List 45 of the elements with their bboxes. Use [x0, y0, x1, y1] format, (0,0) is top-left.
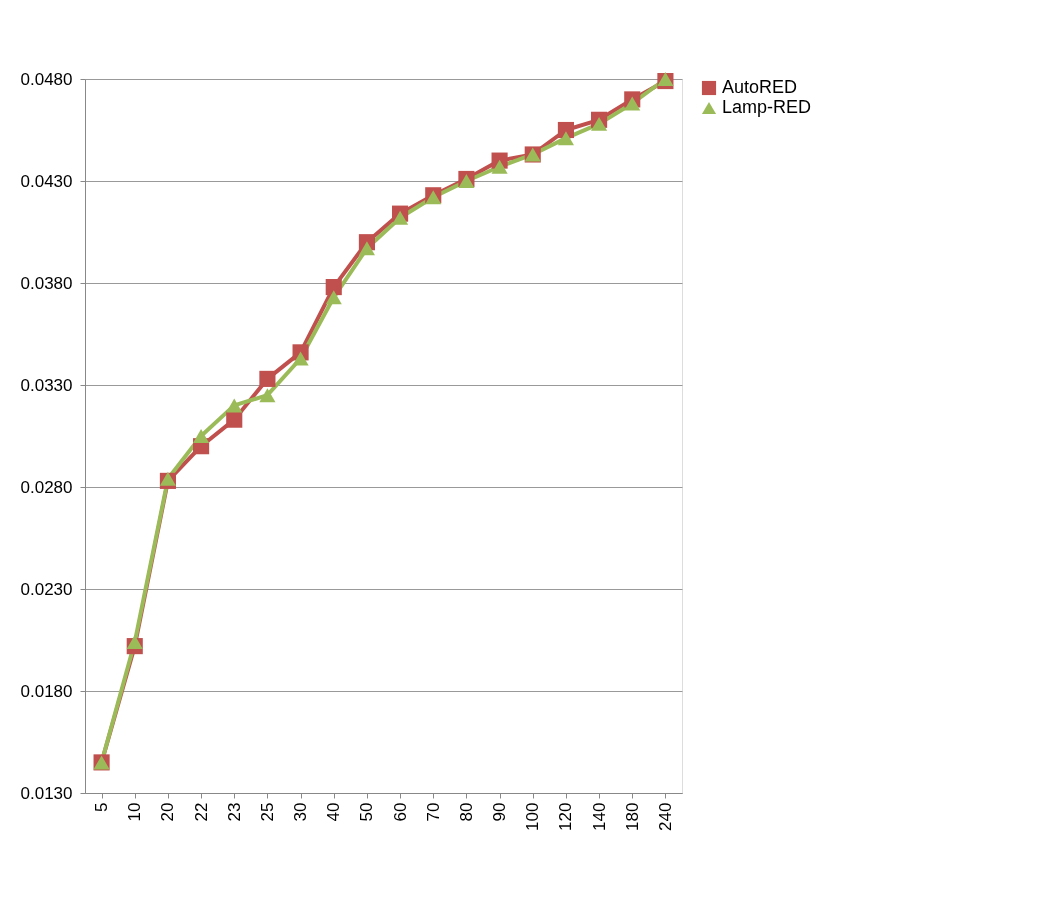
y-tick-label: 0.0380 — [20, 273, 73, 293]
y-tick-label: 0.0180 — [20, 681, 73, 701]
point — [624, 96, 641, 111]
y-tick-label: 0.0130 — [20, 783, 73, 803]
x-tick-label: 70 — [423, 802, 443, 822]
point — [557, 131, 574, 146]
y-tick-label: 0.0430 — [20, 171, 73, 191]
point — [325, 279, 342, 296]
y-tick-label: 0.0280 — [20, 477, 73, 497]
x-tick-label: 120 — [556, 802, 576, 831]
x-tick-label: 40 — [324, 802, 344, 822]
legend-label: Lamp-RED — [722, 97, 812, 117]
point — [292, 351, 309, 366]
point — [358, 241, 375, 256]
x-tick-label: 5 — [92, 802, 112, 812]
x-tick-label: 20 — [158, 802, 178, 822]
x-tick-label: 60 — [390, 802, 410, 822]
point — [591, 116, 608, 131]
point — [226, 398, 243, 413]
x-tick-label: 25 — [257, 802, 277, 822]
point — [193, 429, 210, 443]
point — [259, 388, 276, 403]
x-tick-label: 180 — [622, 802, 642, 831]
legend-label: AutoRED — [722, 77, 798, 97]
point — [458, 174, 475, 188]
x-tick-label: 240 — [655, 802, 675, 831]
point — [325, 290, 342, 305]
x-tick-label: 50 — [357, 802, 377, 822]
point — [259, 370, 276, 387]
point — [392, 210, 409, 225]
x-tick-label: 90 — [490, 802, 510, 822]
point — [126, 635, 143, 650]
x-tick-label: 80 — [456, 802, 476, 822]
point — [657, 72, 674, 86]
y-tick-label: 0.0480 — [20, 69, 73, 89]
y-tick-label: 0.0230 — [20, 579, 73, 599]
x-tick-label: 140 — [589, 802, 609, 831]
x-tick-label: 10 — [125, 802, 145, 822]
x-tick-label: 22 — [191, 802, 211, 822]
x-tick-label: 100 — [523, 802, 543, 831]
y-tick-label: 0.0330 — [20, 375, 73, 395]
point — [226, 411, 243, 428]
x-tick-label: 23 — [224, 802, 244, 822]
x-tick-label: 30 — [291, 802, 311, 822]
point — [491, 159, 508, 174]
